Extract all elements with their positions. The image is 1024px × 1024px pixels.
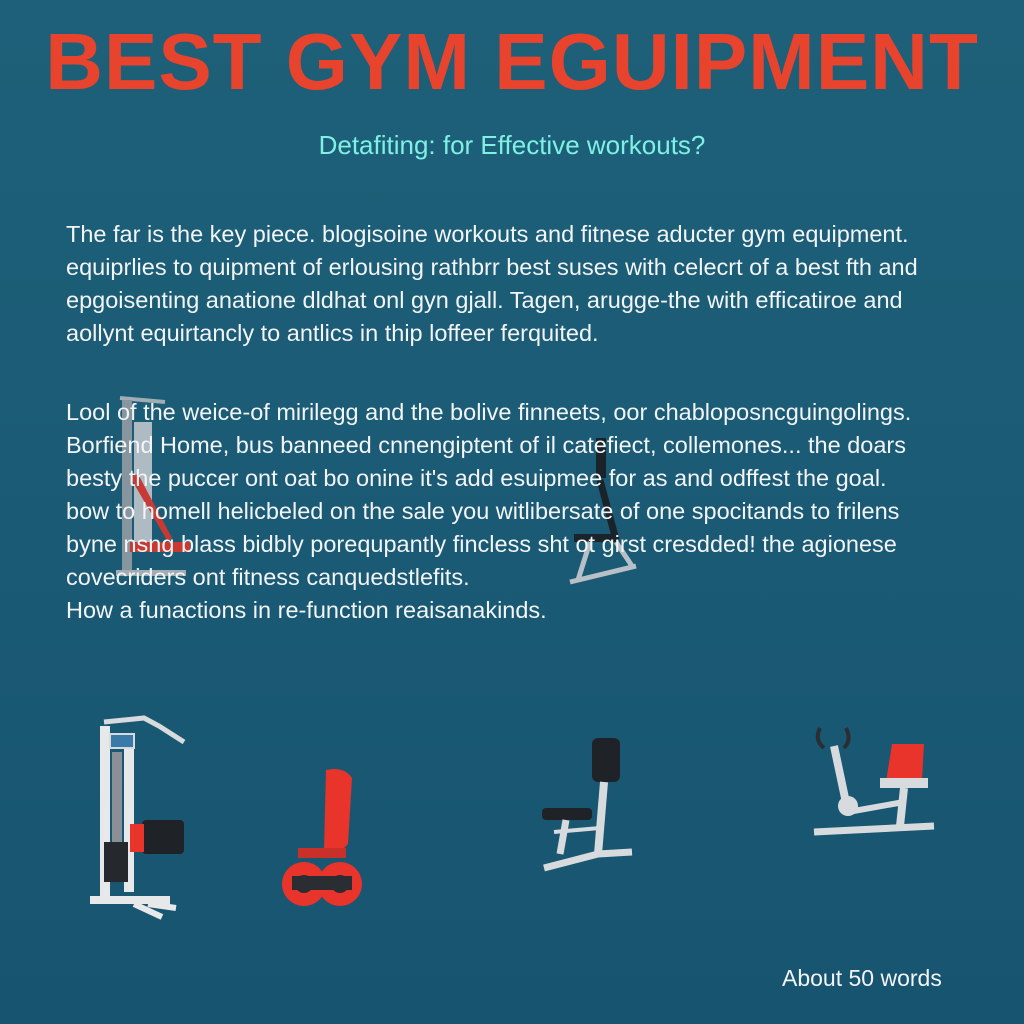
paragraph-line: How a funactions in re-function reaisana… [66, 597, 547, 623]
cable-station-icon [90, 715, 186, 920]
paragraph-line: Lool of the weice-of mirilegg and the bo… [66, 399, 912, 425]
exercise-bike-icon [813, 727, 935, 836]
leg-extension-bench-icon [282, 769, 362, 906]
paragraph-line: covecriders ont fitness canquedstlefits. [66, 564, 470, 590]
word-count-label: About 50 words [782, 965, 942, 991]
paragraph-line: epgoisenting anatione dldhat onl gyn gja… [66, 287, 903, 313]
body-paragraph: Lool of the weice-of mirilegg and the bo… [66, 396, 966, 627]
paragraph-line: bow to homell helicbeled on the sale you… [66, 498, 900, 524]
paragraph-line: Borfiend Home, bus banneed cnnengiptent … [66, 432, 906, 458]
paragraph-line: besty the puccer ont oat bo onine it's a… [66, 465, 887, 491]
paragraph-line: byne nsng blass bidbly porequpantly finc… [66, 531, 897, 557]
paragraph-line: The far is the key piece. blogisoine wor… [66, 221, 909, 247]
page-subtitle: Detafiting: for Effective workouts? [318, 130, 706, 160]
page-title: BEST GYM EGUIPMENT [45, 17, 979, 106]
recumbent-seat-bike-icon [542, 738, 633, 872]
incline-bench-faded-icon [569, 438, 637, 585]
paragraph-line: equiprlies to quipment of erlousing rath… [66, 254, 918, 280]
intro-paragraph: The far is the key piece. blogisoine wor… [66, 218, 966, 350]
paragraph-line: aollynt equirtancly to antlics in thip l… [66, 320, 599, 346]
weight-machine-faded-icon [116, 396, 190, 576]
